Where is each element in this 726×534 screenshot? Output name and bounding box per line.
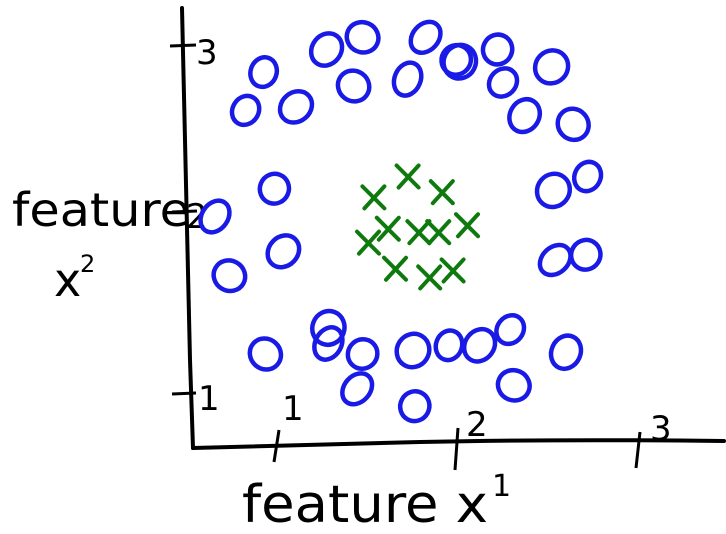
cross-point	[355, 229, 381, 256]
x-tick-mark	[453, 427, 460, 471]
circle-point	[507, 96, 543, 135]
x-tick-label: 3	[650, 409, 672, 449]
cross-point	[360, 184, 387, 211]
x-tick-label: 2	[466, 405, 488, 445]
circle-point	[548, 333, 584, 372]
circle-point	[229, 93, 262, 128]
y-axis	[180, 6, 195, 450]
y-axis-title-sup: 2	[80, 250, 95, 278]
x-tick-mark	[272, 429, 281, 463]
y-tick-mark	[171, 209, 198, 214]
cross-point	[428, 179, 455, 206]
circle-point	[335, 68, 372, 104]
circle-point	[534, 171, 573, 210]
circle-point	[265, 233, 302, 270]
circle-point	[555, 106, 591, 143]
circle-point	[340, 371, 375, 407]
circle-point	[408, 19, 443, 55]
circle-point	[568, 237, 603, 272]
circle-point	[248, 55, 280, 90]
circle-point	[312, 325, 345, 362]
circle-point	[198, 198, 232, 235]
circle-point	[494, 313, 527, 347]
y-axis-title-var: x	[54, 253, 81, 307]
circle-point	[495, 367, 532, 403]
circle-point	[211, 258, 248, 294]
cross-point	[425, 219, 452, 246]
circle-point	[308, 31, 345, 68]
circle-point	[571, 159, 604, 194]
x-axis	[191, 438, 726, 450]
circle-point	[277, 89, 315, 125]
x-tick-label: 1	[282, 389, 304, 429]
y-tick-label: 3	[196, 33, 218, 73]
x-tick-marks	[272, 427, 642, 471]
y-tick-mark	[169, 43, 197, 48]
circle-point	[345, 337, 380, 371]
x-axis-title-sup: 1	[492, 469, 511, 504]
y-tick-label: 1	[198, 379, 220, 419]
circle-point	[441, 42, 479, 81]
cross-point	[394, 163, 421, 190]
circle-point	[433, 328, 465, 363]
cross-point	[405, 219, 432, 246]
cross-point	[454, 212, 480, 239]
x-axis-title: feature x	[242, 475, 488, 534]
circle-point	[480, 32, 515, 67]
y-axis-title: feature	[12, 183, 190, 237]
circle-point	[344, 19, 381, 55]
x-tick-mark	[634, 431, 642, 469]
circle-point	[532, 48, 571, 86]
circle-point	[537, 242, 573, 278]
circle-point	[391, 60, 424, 98]
circle-point	[397, 389, 432, 424]
cross-point	[382, 255, 408, 282]
y-tick-mark	[171, 391, 197, 396]
circle-point	[247, 336, 284, 372]
circle-point	[257, 171, 292, 206]
cross-point	[374, 215, 401, 242]
circle-point	[394, 331, 432, 370]
data-points	[198, 19, 604, 424]
circle-point	[461, 326, 498, 364]
cross-point	[416, 264, 443, 291]
circle-point	[486, 66, 520, 99]
y-tick-marks	[169, 43, 198, 396]
cross-point	[439, 257, 466, 284]
